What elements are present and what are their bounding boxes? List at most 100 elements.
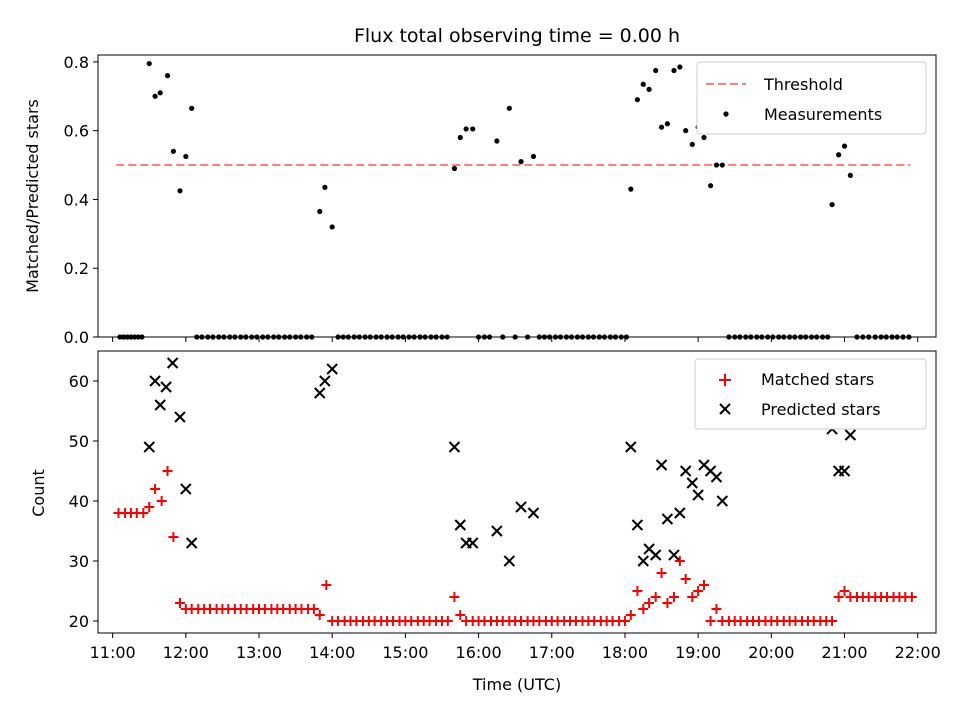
measurement-point [194, 334, 200, 340]
measurement-point [574, 334, 580, 340]
predicted-star-point [467, 537, 479, 549]
measurement-point [743, 334, 749, 340]
measurement-point [707, 183, 714, 189]
legend-predicted-label: Predicted stars [761, 400, 881, 419]
measurement-point [836, 152, 842, 158]
measurement-point [146, 60, 152, 67]
measurement-point [607, 334, 613, 340]
x-tick-label: 13:00 [236, 643, 282, 662]
matched-star-point [138, 508, 149, 518]
matched-star-point [650, 592, 661, 602]
x-stroke-2 [838, 465, 851, 477]
measurement-point [378, 334, 384, 340]
measurement-point [829, 201, 835, 208]
x-stroke-2 [704, 465, 717, 477]
predicted-star-point [655, 459, 668, 471]
measurement-point [170, 148, 176, 154]
predicted-star-point [319, 375, 331, 387]
measurement-point [819, 334, 826, 340]
bottom-x-axis-label: Time (UTC) [472, 675, 561, 694]
measurement-point [552, 334, 559, 340]
x-stroke-2 [448, 441, 461, 453]
measurement-point [719, 162, 725, 168]
measurement-point [765, 334, 771, 340]
predicted-star-point [679, 465, 692, 477]
predicted-star-point [160, 381, 172, 393]
top-y-ticks: 0.0 0.2 0.4 0.6 0.8 [64, 53, 98, 347]
measurement-point [177, 188, 183, 194]
predicted-star-point [491, 525, 503, 537]
x-tick-label: 22:00 [895, 643, 941, 662]
matched-star-point [827, 616, 838, 626]
y-tick-label: 0.6 [64, 122, 89, 141]
matched-star-point [662, 598, 673, 608]
x-stroke-2 [314, 387, 326, 399]
predicted-star-point [149, 375, 161, 387]
measurement-point [389, 334, 395, 340]
matched-star-point [455, 610, 466, 620]
measurement-point [265, 334, 271, 340]
measurement-point [878, 334, 884, 340]
measurement-point [345, 334, 351, 340]
measurement-point [770, 334, 776, 340]
predicted-star-point [454, 519, 466, 531]
x-tick-label: 21:00 [821, 643, 867, 662]
measurement-point [117, 334, 123, 340]
x-stroke-2 [661, 513, 674, 525]
measurement-point [329, 224, 335, 230]
matched-star-point [668, 592, 679, 602]
measurement-point [557, 334, 564, 340]
predicted-star-point [448, 441, 461, 453]
top-y-axis-label: Matched/Predicted stars [23, 99, 42, 293]
y-tick-label: 20 [69, 612, 89, 631]
measurement-point [906, 334, 912, 340]
matched-star-point [619, 616, 630, 626]
x-stroke-2 [174, 411, 186, 423]
measurement-point [792, 334, 798, 340]
predicted-star-point [838, 465, 851, 477]
measurement-point [309, 334, 315, 340]
x-stroke-2 [467, 537, 479, 549]
measurement-point [276, 334, 282, 340]
predicted-star-point [143, 441, 155, 453]
measurement-point [494, 138, 500, 144]
measurement-point [362, 334, 368, 340]
measurement-point [293, 334, 299, 340]
measurement-point [303, 334, 310, 340]
measurement-point [854, 334, 860, 340]
measurement-point [787, 334, 793, 340]
measurement-point [590, 334, 597, 340]
measurement-point [579, 334, 586, 340]
measurement-point [457, 134, 463, 141]
measurement-point [481, 334, 488, 340]
measurement-point [525, 334, 531, 340]
measurement-point [798, 334, 804, 340]
predicted-star-point [174, 411, 186, 423]
matched-star-point [632, 586, 643, 596]
matched-star-point [693, 586, 704, 596]
measurement-point [900, 334, 906, 340]
x-tick-label: 11:00 [90, 643, 136, 662]
measurement-point [221, 334, 227, 340]
measurement-point [298, 334, 304, 340]
matched-star-point [906, 592, 917, 602]
y-tick-label: 0.2 [64, 259, 89, 278]
predicted-star-point [692, 489, 704, 501]
measurement-point [500, 334, 506, 340]
bottom-x-ticks: 11:00 12:00 13:00 14:00 15:00 16:00 17:00 18:00… [90, 633, 941, 662]
measurement-point [232, 334, 238, 340]
x-stroke-2 [637, 555, 649, 567]
measurement-point [121, 334, 127, 340]
measurement-point [210, 334, 216, 340]
x-stroke-2 [698, 459, 710, 471]
x-stroke-2 [185, 537, 198, 549]
x-stroke-2 [180, 483, 192, 495]
matched-star-point [638, 604, 649, 614]
matched-star-point [162, 466, 173, 476]
y-tick-label: 0.0 [64, 328, 89, 347]
measurement-point [164, 73, 171, 79]
measurement-point [847, 172, 853, 178]
predicted-star-point [185, 537, 198, 549]
matched-star-point [687, 592, 698, 602]
